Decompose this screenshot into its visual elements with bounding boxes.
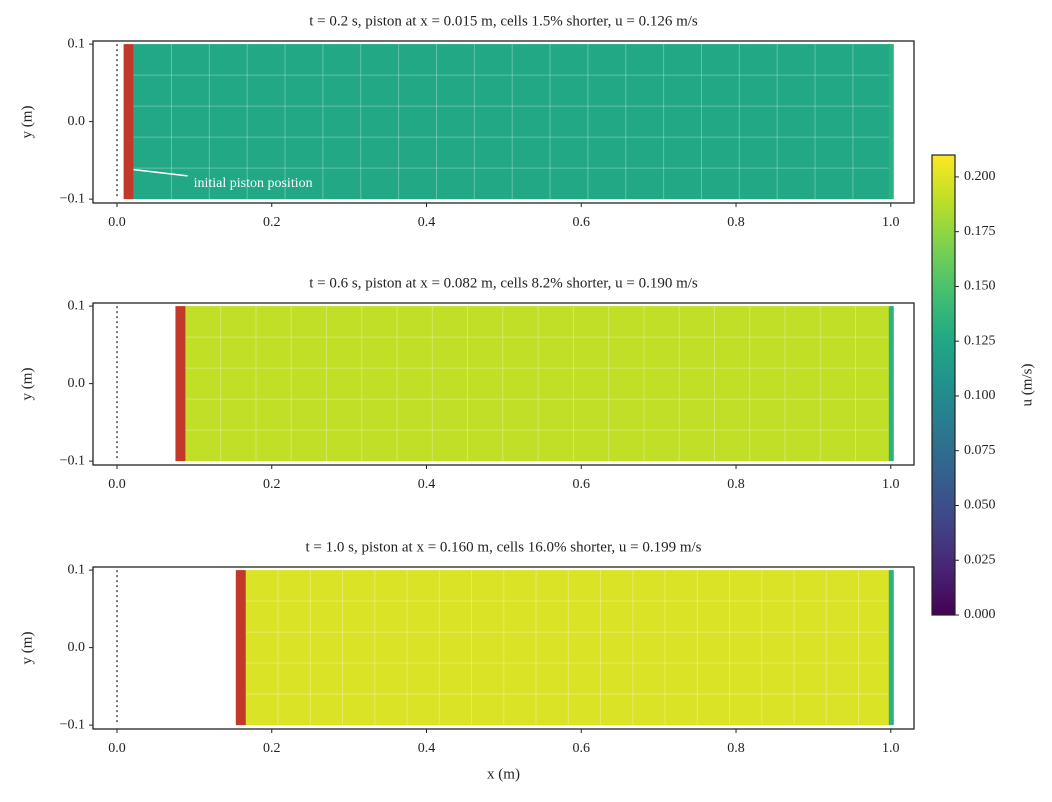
x-tick-label: 1.0	[882, 477, 900, 492]
y-tick-label: −0.1	[60, 453, 85, 468]
piston	[235, 570, 246, 726]
y-tick-label: −0.1	[60, 191, 85, 206]
mesh	[133, 44, 891, 200]
colorbar-tick-label: 0.050	[964, 498, 996, 513]
y-axis-label: y (m)	[19, 632, 35, 665]
x-tick-label: 0.4	[418, 215, 436, 230]
colorbar-tick-label: 0.000	[964, 607, 996, 622]
annotation-arrow	[133, 168, 188, 177]
colorbar-tick-label: 0.125	[964, 333, 996, 348]
colorbar	[931, 154, 956, 616]
x-tick-label: 1.0	[882, 741, 900, 756]
y-axis-label: y (m)	[19, 106, 35, 139]
x-axis-label: x (m)	[487, 766, 520, 782]
x-tick-label: 0.6	[573, 741, 591, 756]
y-tick-label: 0.1	[68, 562, 86, 577]
x-tick-label: 0.6	[573, 215, 591, 230]
x-tick-label: 0.2	[263, 215, 281, 230]
x-tick-label: 0.0	[108, 477, 126, 492]
chart-title: t = 0.2 s, piston at x = 0.015 m, cells …	[309, 13, 698, 29]
x-tick-label: 0.2	[263, 477, 281, 492]
colorbar-tick-label: 0.075	[964, 443, 996, 458]
x-tick-label: 1.0	[882, 215, 900, 230]
colorbar-tick-label: 0.175	[964, 224, 996, 239]
right-wall	[888, 570, 894, 726]
colorbar-tick-label: 0.025	[964, 552, 996, 567]
x-tick-label: 0.6	[573, 477, 591, 492]
mesh	[185, 306, 891, 462]
x-tick-label: 0.4	[418, 741, 436, 756]
annotation: initial piston position	[194, 176, 313, 191]
colorbar-tick-label: 0.200	[964, 169, 996, 184]
colorbar-label: u (m/s)	[1019, 364, 1035, 407]
y-tick-label: 0.0	[68, 376, 86, 391]
chart-title: t = 1.0 s, piston at x = 0.160 m, cells …	[305, 539, 701, 555]
y-axis-label: y (m)	[19, 368, 35, 401]
x-tick-label: 0.8	[727, 215, 745, 230]
x-tick-label: 0.0	[108, 215, 126, 230]
chart-title: t = 0.6 s, piston at x = 0.082 m, cells …	[309, 275, 698, 291]
y-tick-label: 0.1	[68, 36, 86, 51]
piston	[175, 306, 186, 462]
y-tick-label: 0.0	[68, 114, 86, 129]
right-wall	[888, 44, 894, 200]
mesh	[245, 570, 891, 726]
piston	[123, 44, 134, 200]
y-tick-label: 0.0	[68, 640, 86, 655]
colorbar-tick-label: 0.100	[964, 388, 996, 403]
x-tick-label: 0.0	[108, 741, 126, 756]
y-tick-label: 0.1	[68, 298, 86, 313]
x-tick-label: 0.8	[727, 477, 745, 492]
x-tick-label: 0.2	[263, 741, 281, 756]
y-tick-label: −0.1	[60, 717, 85, 732]
x-tick-label: 0.8	[727, 741, 745, 756]
x-tick-label: 0.4	[418, 477, 436, 492]
right-wall	[888, 306, 894, 462]
colorbar-tick-label: 0.150	[964, 279, 996, 294]
